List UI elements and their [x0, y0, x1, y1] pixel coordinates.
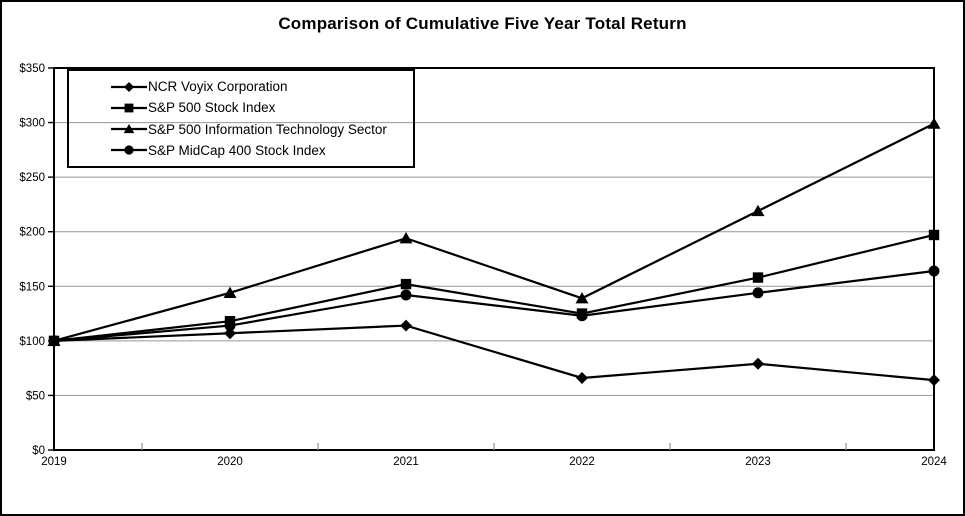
- data-point-circle-icon: [928, 265, 940, 277]
- x-axis-label: 2020: [217, 456, 243, 468]
- data-point-circle-icon: [752, 287, 764, 299]
- y-axis-label: $250: [19, 172, 45, 184]
- legend-label: S&P 500 Stock Index: [148, 100, 276, 116]
- data-point-triangle-icon: [927, 117, 941, 129]
- data-point-circle-icon: [224, 320, 236, 332]
- data-point-square-icon: [400, 278, 412, 290]
- legend-marker-square-icon: [111, 103, 147, 113]
- x-axis-label: 2021: [393, 456, 419, 468]
- legend-item-midcap400: S&P MidCap 400 Stock Index: [111, 140, 413, 160]
- legend-marker-triangle-icon: [111, 124, 147, 134]
- legend-circle-icon: [124, 145, 134, 155]
- y-axis-label: $100: [19, 336, 45, 348]
- x-axis-label: 2019: [41, 456, 67, 468]
- series-line-4: [53, 269, 935, 342]
- data-point-triangle-icon: [751, 204, 765, 217]
- legend-label: NCR Voyix Corporation: [148, 79, 288, 95]
- data-point-square-icon: [752, 272, 764, 283]
- data-point-circle-icon: [400, 289, 412, 301]
- data-point-triangle-icon: [223, 286, 237, 298]
- series-line-1: [53, 324, 935, 382]
- data-point-square-icon: [928, 229, 940, 241]
- legend-square-icon: [124, 103, 134, 113]
- x-axis-label: 2023: [745, 456, 771, 468]
- x-axis-label: 2024: [921, 456, 947, 468]
- series-line-2: [53, 233, 935, 342]
- legend-triangle-icon: [123, 124, 135, 134]
- legend-diamond-icon: [123, 81, 135, 92]
- legend-label: S&P MidCap 400 Stock Index: [148, 142, 326, 158]
- legend-item-ncr-voyix: NCR Voyix Corporation: [111, 77, 413, 97]
- data-point-triangle-icon: [399, 232, 413, 244]
- y-axis-label: $350: [19, 63, 45, 75]
- legend-item-sp500-it: S&P 500 Information Technology Sector: [111, 119, 413, 139]
- x-axis-label: 2022: [569, 456, 595, 468]
- y-axis-label: $150: [19, 281, 45, 293]
- data-point-triangle-icon: [575, 292, 589, 304]
- y-axis-label: $200: [19, 227, 45, 239]
- legend-label: S&P 500 Information Technology Sector: [148, 121, 387, 137]
- y-axis-label: $0: [32, 445, 45, 457]
- data-point-diamond-icon: [752, 357, 764, 370]
- legend-marker-circle-icon: [111, 145, 147, 155]
- y-axis-label: $300: [19, 118, 45, 130]
- data-point-diamond-icon: [400, 319, 412, 332]
- legend-item-sp500: S&P 500 Stock Index: [111, 98, 413, 118]
- legend: NCR Voyix Corporation S&P 500 Stock Inde…: [67, 69, 415, 168]
- series-line-3: [53, 122, 935, 342]
- data-point-diamond-icon: [576, 371, 588, 384]
- data-point-circle-icon: [576, 310, 588, 322]
- y-axis-label: $50: [26, 390, 45, 402]
- data-point-diamond-icon: [928, 374, 940, 387]
- legend-marker-diamond-icon: [111, 81, 147, 92]
- chart-title: Comparison of Cumulative Five Year Total…: [278, 14, 687, 33]
- data-point-diamond-icon: [224, 327, 236, 340]
- data-point-circle-icon: [48, 335, 60, 347]
